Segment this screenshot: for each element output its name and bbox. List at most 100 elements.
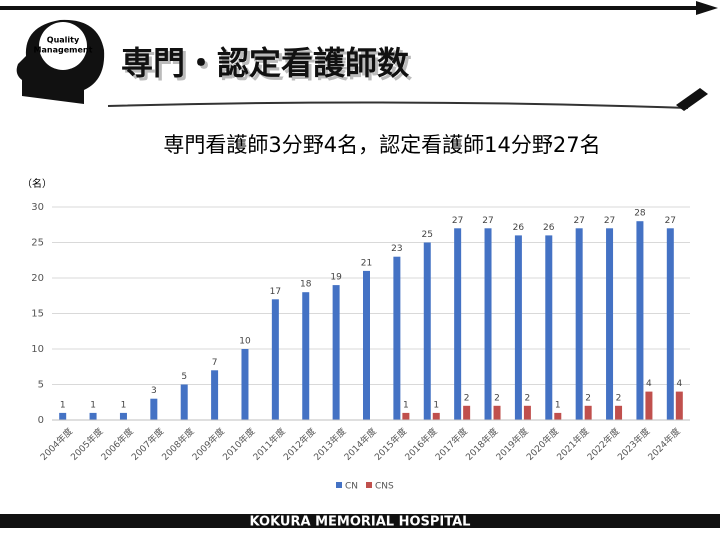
- x-tick-label: 2022年度: [585, 425, 622, 462]
- value-label: 18: [300, 280, 312, 290]
- value-label: 25: [422, 230, 433, 240]
- value-label: 4: [676, 379, 682, 389]
- bar: [393, 256, 401, 420]
- value-label: 28: [634, 209, 646, 219]
- value-label: 3: [151, 386, 157, 396]
- value-label: 27: [604, 216, 615, 226]
- value-label: 23: [391, 244, 402, 254]
- value-label: 1: [403, 400, 409, 410]
- x-tick-label: 2012年度: [281, 425, 318, 462]
- value-label: 19: [330, 273, 342, 283]
- bar: [584, 405, 592, 420]
- x-tick-label: 2017年度: [433, 425, 470, 462]
- slide-title: 専門・認定看護師数: [121, 44, 410, 82]
- bar: [493, 405, 501, 420]
- value-label: 26: [513, 223, 525, 233]
- value-label: 5: [181, 372, 187, 382]
- y-tick-label: 15: [31, 309, 44, 320]
- y-axis-label: （名）: [22, 177, 52, 190]
- x-tick-label: 2004年度: [38, 425, 75, 462]
- bar: [636, 221, 644, 420]
- legend-swatch: [336, 482, 342, 488]
- bar: [150, 398, 158, 420]
- legend-swatch: [366, 482, 372, 488]
- value-label: 26: [543, 223, 555, 233]
- value-label: 17: [270, 287, 281, 297]
- x-tick-label: 2007年度: [129, 425, 166, 462]
- value-label: 1: [433, 400, 439, 410]
- chart-title: 専門看護師3分野4名，認定看護師14分野27名: [163, 133, 600, 157]
- x-tick-label: 2023年度: [615, 425, 652, 462]
- bar: [666, 228, 674, 420]
- x-tick-label: 2024年度: [645, 425, 682, 462]
- x-tick-label: 2005年度: [68, 425, 105, 462]
- bar: [514, 235, 522, 420]
- x-tick-label: 2009年度: [190, 425, 227, 462]
- value-label: 2: [585, 393, 591, 403]
- bar: [363, 270, 370, 420]
- x-tick-label: 2011年度: [250, 425, 287, 462]
- bar: [606, 228, 614, 420]
- footer-box: [230, 514, 480, 528]
- x-tick-label: 2016年度: [402, 425, 439, 462]
- value-label: 2: [525, 393, 531, 403]
- bar: [523, 405, 531, 420]
- x-tick-label: 2021年度: [554, 425, 591, 462]
- value-label: 27: [452, 216, 463, 226]
- value-label: 2: [464, 393, 470, 403]
- bar: [302, 292, 310, 420]
- x-tick-label: 2018年度: [463, 425, 500, 462]
- y-tick-label: 30: [31, 202, 44, 213]
- y-tick-label: 20: [31, 273, 44, 284]
- bar: [271, 299, 279, 420]
- bar: [545, 235, 553, 420]
- bar: [454, 228, 462, 420]
- legend-label: CN: [345, 482, 358, 492]
- underline: [107, 101, 689, 109]
- x-tick-label: 2019年度: [493, 425, 530, 462]
- x-tick-label: 2014年度: [341, 425, 378, 462]
- footer-text: KOKURA MEMORIAL HOSPITAL: [250, 515, 471, 530]
- logo-text: Quality: [47, 36, 80, 45]
- value-label: 27: [573, 216, 584, 226]
- x-tick-label: 2006年度: [98, 425, 135, 462]
- value-label: 21: [361, 258, 372, 268]
- y-tick-label: 0: [38, 415, 44, 426]
- bar: [554, 412, 562, 420]
- x-tick-label: 2013年度: [311, 425, 348, 462]
- bar: [463, 405, 471, 420]
- brain-icon: [39, 22, 87, 70]
- bar: [180, 384, 188, 420]
- y-tick-label: 5: [38, 380, 44, 391]
- value-label: 2: [616, 393, 622, 403]
- pen-icon: [676, 88, 708, 111]
- x-tick-label: 2015年度: [372, 425, 409, 462]
- x-tick-label: 2008年度: [159, 425, 196, 462]
- bar: [615, 405, 623, 420]
- value-label: 7: [212, 358, 218, 368]
- bar: [575, 228, 583, 420]
- bar: [432, 412, 440, 420]
- title-shadow: 専門・認定看護師数: [124, 47, 413, 85]
- value-label: 27: [482, 216, 493, 226]
- value-label: 1: [121, 400, 127, 410]
- bar: [645, 391, 653, 420]
- bar: [484, 228, 492, 420]
- y-tick-label: 10: [31, 344, 44, 355]
- bar: [332, 285, 340, 420]
- x-tick-label: 2010年度: [220, 425, 257, 462]
- value-label: 2: [494, 393, 500, 403]
- value-label: 1: [90, 400, 96, 410]
- y-tick-label: 25: [31, 238, 44, 249]
- bar: [119, 412, 127, 420]
- bar: [402, 412, 410, 420]
- x-tick-label: 2020年度: [524, 425, 561, 462]
- bar: [241, 349, 249, 420]
- top-rule: [0, 6, 700, 10]
- bar: [211, 370, 219, 420]
- top-arrow: [696, 1, 718, 15]
- plot: 0510152025302004年度12005年度12006年度12007年度3…: [31, 202, 690, 492]
- value-label: 27: [665, 216, 676, 226]
- logo-text: Management: [34, 46, 93, 55]
